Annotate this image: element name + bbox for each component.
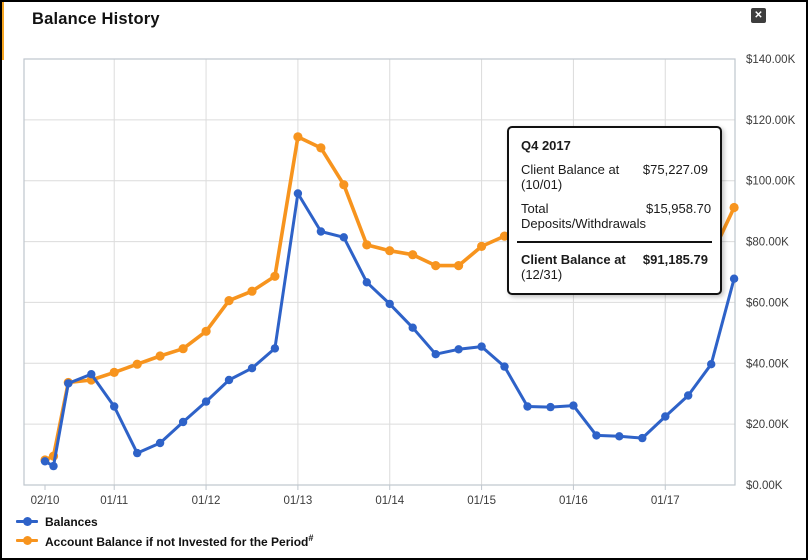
not-invested-data-point[interactable] [431, 261, 441, 271]
y-axis-tick-label: $100.00K [746, 176, 796, 188]
balances-data-point[interactable] [64, 379, 73, 388]
y-axis-tick-label: $20.00K [746, 419, 789, 431]
not-invested-data-point[interactable] [293, 132, 303, 142]
not-invested-data-point[interactable] [339, 180, 349, 190]
tooltip-period-title: Q4 2017 [521, 138, 571, 153]
balances-data-point[interactable] [110, 402, 119, 411]
y-axis-tick-label: $40.00K [746, 358, 789, 370]
balances-data-point[interactable] [431, 350, 440, 359]
close-button[interactable]: ✕ [751, 8, 766, 23]
x-axis-tick-label: 01/11 [100, 495, 128, 507]
tooltip-total-value: $91,185.79 [642, 252, 708, 267]
tooltip-row: Client Balance at (10/01) $75,227.09 [521, 162, 708, 192]
balances-data-point[interactable] [270, 344, 280, 353]
not-invested-data-point[interactable] [477, 241, 487, 251]
not-invested-series-marker-icon [16, 536, 38, 545]
not-invested-data-point[interactable] [385, 246, 395, 256]
balances-data-point[interactable] [201, 397, 211, 406]
tooltip-row: Total Deposits/Withdrawals $15,958.70 [521, 201, 712, 231]
balances-data-point[interactable] [592, 431, 601, 440]
legend-footnote-marker: # [308, 532, 314, 543]
x-axis-tick-label: 01/14 [375, 495, 404, 507]
balances-data-point[interactable] [661, 412, 670, 421]
balances-data-point[interactable] [385, 299, 394, 309]
chart-legend: Balances Account Balance if not Invested… [16, 512, 313, 550]
y-axis-tick-label: $140.00K [746, 54, 796, 66]
not-invested-data-point[interactable] [408, 250, 418, 260]
tooltip-row-label: Client Balance at (10/01) [521, 162, 620, 192]
balances-data-point[interactable] [40, 457, 50, 466]
tooltip-row-value: $75,227.09 [642, 162, 708, 177]
y-axis-tick-label: $0.00K [746, 480, 783, 492]
balances-series-marker-icon [16, 517, 38, 526]
tooltip-total-label: Client Balance at (12/31) [521, 252, 626, 282]
page-title: Balance History [32, 10, 160, 28]
balances-data-point[interactable] [49, 461, 58, 471]
legend-item-not-invested[interactable]: Account Balance if not Invested for the … [16, 531, 313, 550]
not-invested-data-point[interactable] [132, 359, 142, 369]
plot-border [23, 58, 736, 486]
balances-data-point[interactable] [293, 189, 303, 198]
y-axis-tick-label: $60.00K [746, 297, 789, 309]
not-invested-data-point[interactable] [155, 351, 165, 361]
not-invested-data-point[interactable] [454, 261, 464, 271]
balances-data-point[interactable] [477, 342, 486, 351]
legend-label: Balances [45, 514, 98, 529]
not-invested-data-point[interactable] [499, 231, 510, 241]
not-invested-data-point[interactable] [201, 326, 211, 336]
balances-data-point[interactable] [224, 375, 234, 385]
y-axis-tick-label: $80.00K [746, 237, 789, 249]
tooltip: Q4 2017 Client Balance at (10/01) $75,22… [507, 126, 722, 295]
balances-data-point[interactable] [408, 323, 417, 332]
tooltip-total-row: Client Balance at (12/31) $91,185.79 [521, 252, 708, 282]
dialog-titlebar: Balance History ✕ [2, 2, 806, 36]
balances-data-point[interactable] [87, 370, 96, 379]
legend-label: Account Balance if not Invested for the … [45, 532, 314, 549]
balances-data-point[interactable] [133, 448, 142, 458]
balances-data-point[interactable] [362, 278, 371, 287]
x-axis-tick-label: 01/15 [467, 495, 496, 507]
x-axis-tick-label: 01/13 [284, 495, 313, 507]
balances-data-point[interactable] [684, 391, 693, 400]
balances-data-point[interactable] [247, 364, 257, 373]
x-axis-tick-label: 01/12 [192, 495, 221, 507]
balances-data-point[interactable] [339, 233, 348, 242]
not-invested-data-point[interactable] [247, 286, 257, 296]
balances-data-point[interactable] [155, 438, 165, 448]
balances-data-point[interactable] [638, 433, 647, 443]
not-invested-data-point[interactable] [109, 367, 119, 377]
x-axis-tick-label: 01/16 [559, 495, 588, 507]
not-invested-data-point[interactable] [178, 344, 188, 354]
balances-data-point[interactable] [500, 362, 509, 371]
balances-data-point[interactable] [178, 417, 188, 427]
balances-data-point[interactable] [569, 401, 578, 410]
not-invested-data-point[interactable] [316, 143, 326, 153]
x-axis-tick-label: 01/17 [651, 495, 680, 507]
balances-data-point[interactable] [523, 402, 532, 411]
y-axis-tick-label: $120.00K [746, 115, 796, 127]
legend-item-balances[interactable]: Balances [16, 512, 313, 531]
tooltip-row-value: $15,958.70 [645, 201, 712, 216]
not-invested-data-point[interactable] [729, 202, 739, 213]
balances-data-point[interactable] [454, 345, 463, 354]
tooltip-divider [517, 241, 712, 243]
x-axis-tick-label: 02/10 [31, 495, 60, 507]
balances-data-point[interactable] [729, 274, 739, 283]
not-invested-data-point[interactable] [362, 240, 372, 250]
not-invested-data-point[interactable] [270, 271, 280, 281]
background-page-edge [2, 2, 4, 60]
not-invested-data-point[interactable] [224, 296, 234, 306]
balances-data-point[interactable] [707, 360, 716, 369]
balances-data-point[interactable] [316, 227, 326, 236]
balances-data-point[interactable] [546, 402, 555, 412]
tooltip-row-label: Total Deposits/Withdrawals [521, 201, 646, 231]
balances-data-point[interactable] [615, 432, 624, 441]
